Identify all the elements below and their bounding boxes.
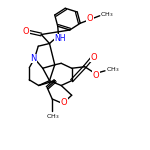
Text: CH$_3$: CH$_3$ [100, 10, 114, 19]
Text: O: O [61, 98, 67, 107]
Text: CH$_3$: CH$_3$ [46, 112, 60, 121]
Text: O: O [87, 14, 93, 23]
Text: N: N [31, 54, 37, 63]
Text: CH$_3$: CH$_3$ [106, 66, 119, 75]
Text: NH: NH [54, 34, 65, 43]
Text: O: O [93, 70, 99, 80]
Text: O: O [91, 53, 98, 62]
Text: O: O [23, 27, 29, 36]
